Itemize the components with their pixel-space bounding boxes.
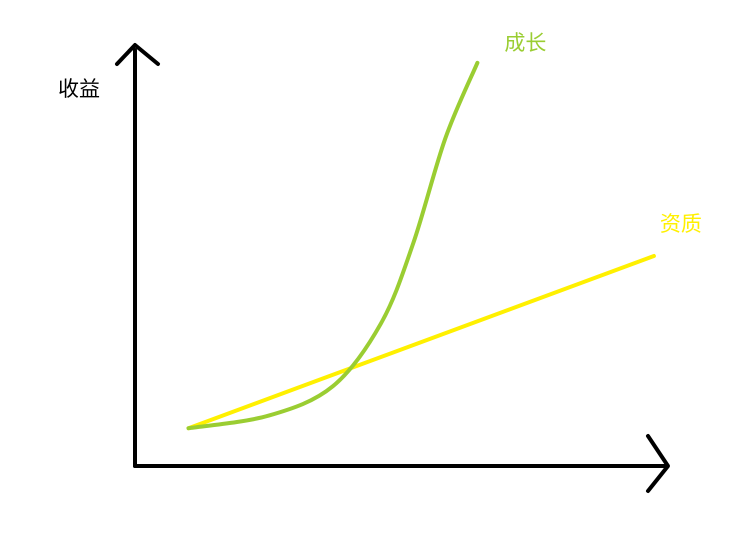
x-axis-arrow — [646, 434, 670, 493]
series-label-zizhi: 资质 — [660, 212, 702, 236]
axes — [115, 43, 670, 493]
series-line-zizhi — [186, 254, 656, 431]
y-axis-arrow — [115, 43, 160, 66]
series-line-chengzhang — [186, 60, 480, 431]
series-label-chengzhang: 成长 — [504, 31, 546, 55]
y-axis-label: 收益 — [58, 77, 100, 101]
